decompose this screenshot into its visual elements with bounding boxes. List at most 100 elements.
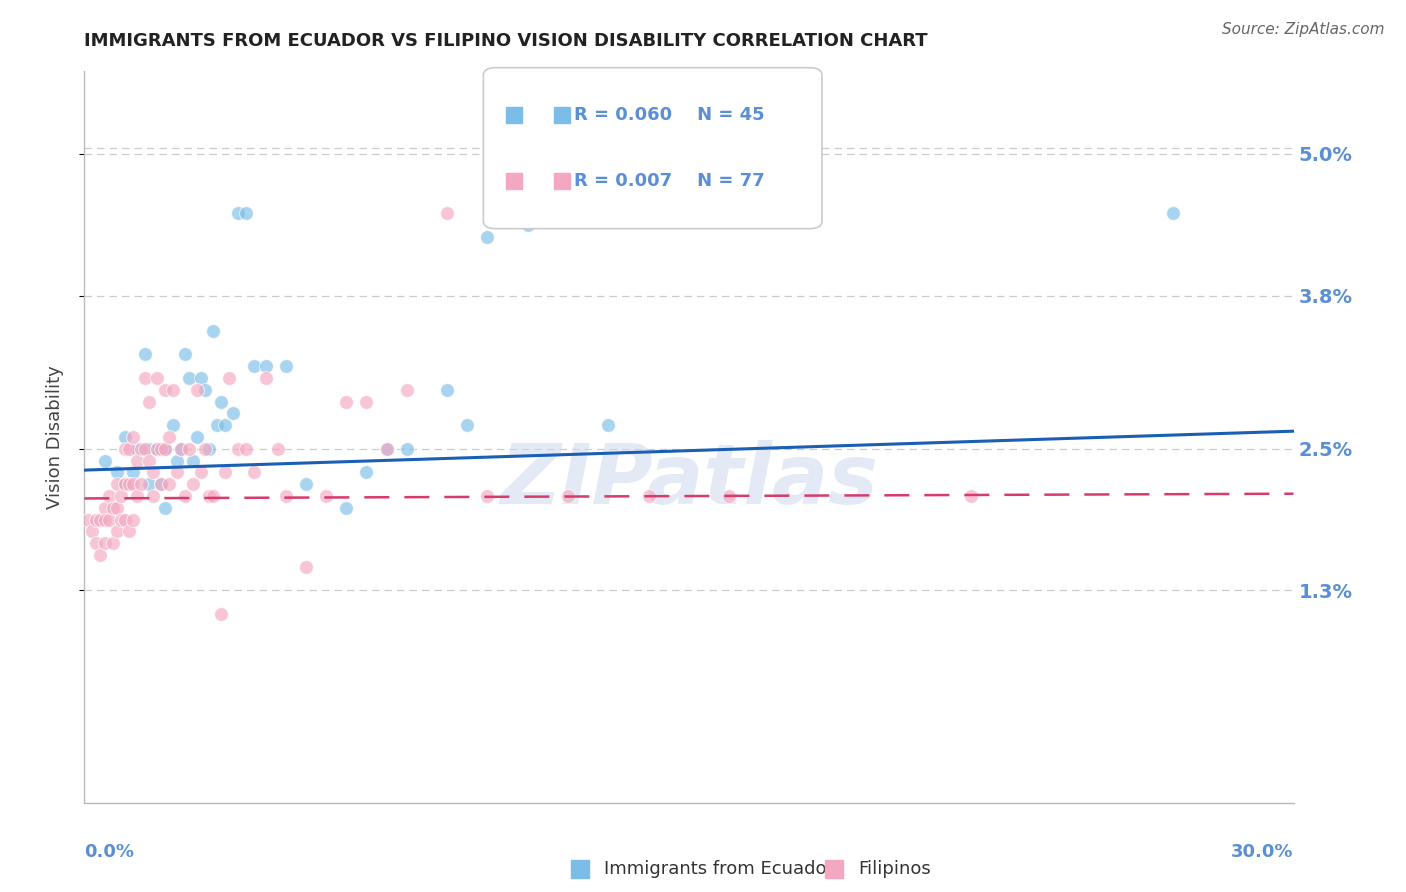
Text: R = 0.060    N = 45: R = 0.060 N = 45 bbox=[574, 106, 765, 124]
Point bbox=[121, 466, 143, 480]
Point bbox=[190, 371, 212, 385]
Point bbox=[82, 524, 104, 539]
Point bbox=[105, 466, 128, 480]
Point bbox=[436, 383, 458, 397]
Point bbox=[960, 489, 983, 503]
Point bbox=[226, 206, 249, 220]
Point bbox=[149, 477, 172, 491]
Point bbox=[97, 489, 120, 503]
Point bbox=[295, 559, 318, 574]
Point bbox=[274, 359, 297, 374]
Point bbox=[166, 466, 188, 480]
Point bbox=[134, 347, 156, 361]
Point bbox=[477, 489, 499, 503]
Point bbox=[181, 453, 204, 467]
Point bbox=[198, 442, 221, 456]
Point bbox=[162, 383, 184, 397]
Point bbox=[125, 489, 148, 503]
Point bbox=[142, 489, 165, 503]
Point bbox=[214, 418, 236, 433]
Point bbox=[207, 418, 229, 433]
Point bbox=[557, 489, 579, 503]
Point bbox=[153, 442, 176, 456]
Point bbox=[93, 453, 115, 467]
Point bbox=[114, 477, 136, 491]
Point bbox=[202, 489, 225, 503]
Point bbox=[202, 324, 225, 338]
Point bbox=[356, 394, 378, 409]
Point bbox=[356, 466, 378, 480]
Point bbox=[93, 500, 115, 515]
Point bbox=[170, 442, 193, 456]
Point bbox=[170, 442, 193, 456]
Point bbox=[295, 477, 318, 491]
Point bbox=[194, 442, 217, 456]
Point bbox=[129, 442, 152, 456]
Point bbox=[146, 442, 169, 456]
Text: R = 0.007    N = 77: R = 0.007 N = 77 bbox=[574, 172, 765, 190]
Point bbox=[146, 442, 169, 456]
Y-axis label: Vision Disability: Vision Disability bbox=[45, 365, 63, 509]
Point bbox=[190, 466, 212, 480]
Point bbox=[89, 548, 111, 562]
Point bbox=[105, 500, 128, 515]
Point bbox=[637, 489, 659, 503]
Point bbox=[477, 229, 499, 244]
Point bbox=[242, 359, 264, 374]
Point bbox=[149, 442, 172, 456]
Point bbox=[254, 359, 277, 374]
Point bbox=[222, 407, 245, 421]
Point bbox=[89, 513, 111, 527]
Text: 30.0%: 30.0% bbox=[1232, 843, 1294, 861]
Point bbox=[110, 513, 132, 527]
Point bbox=[134, 442, 156, 456]
Text: IMMIGRANTS FROM ECUADOR VS FILIPINO VISION DISABILITY CORRELATION CHART: IMMIGRANTS FROM ECUADOR VS FILIPINO VISI… bbox=[84, 32, 928, 50]
Point bbox=[114, 442, 136, 456]
Text: Filipinos: Filipinos bbox=[858, 860, 931, 878]
Point bbox=[1161, 206, 1184, 220]
Point bbox=[274, 489, 297, 503]
Point bbox=[138, 394, 160, 409]
Point bbox=[77, 513, 100, 527]
Point bbox=[315, 489, 337, 503]
Text: Source: ZipAtlas.com: Source: ZipAtlas.com bbox=[1222, 22, 1385, 37]
Point bbox=[235, 442, 257, 456]
Point bbox=[375, 442, 398, 456]
Point bbox=[153, 500, 176, 515]
Point bbox=[121, 430, 143, 444]
Point bbox=[456, 418, 478, 433]
Point bbox=[235, 206, 257, 220]
Point bbox=[254, 371, 277, 385]
Point bbox=[186, 430, 208, 444]
Text: 0.0%: 0.0% bbox=[84, 843, 135, 861]
Point bbox=[157, 430, 180, 444]
Point bbox=[174, 489, 197, 503]
Point bbox=[110, 489, 132, 503]
Point bbox=[101, 500, 124, 515]
Point bbox=[138, 477, 160, 491]
Point bbox=[209, 607, 232, 621]
Point bbox=[186, 383, 208, 397]
Point bbox=[134, 371, 156, 385]
Point bbox=[162, 418, 184, 433]
Point bbox=[138, 453, 160, 467]
Text: Immigrants from Ecuador: Immigrants from Ecuador bbox=[605, 860, 834, 878]
Point bbox=[125, 442, 148, 456]
Point bbox=[118, 477, 141, 491]
Point bbox=[142, 466, 165, 480]
Point bbox=[153, 442, 176, 456]
Point bbox=[138, 442, 160, 456]
Point bbox=[114, 513, 136, 527]
Point bbox=[181, 477, 204, 491]
Point bbox=[198, 489, 221, 503]
Point bbox=[97, 513, 120, 527]
Point bbox=[129, 477, 152, 491]
Point bbox=[101, 536, 124, 550]
Point bbox=[179, 442, 201, 456]
Point bbox=[93, 513, 115, 527]
Point bbox=[125, 453, 148, 467]
Text: ZIPatlas: ZIPatlas bbox=[501, 441, 877, 522]
Point bbox=[598, 418, 620, 433]
Point bbox=[157, 477, 180, 491]
Point bbox=[209, 394, 232, 409]
